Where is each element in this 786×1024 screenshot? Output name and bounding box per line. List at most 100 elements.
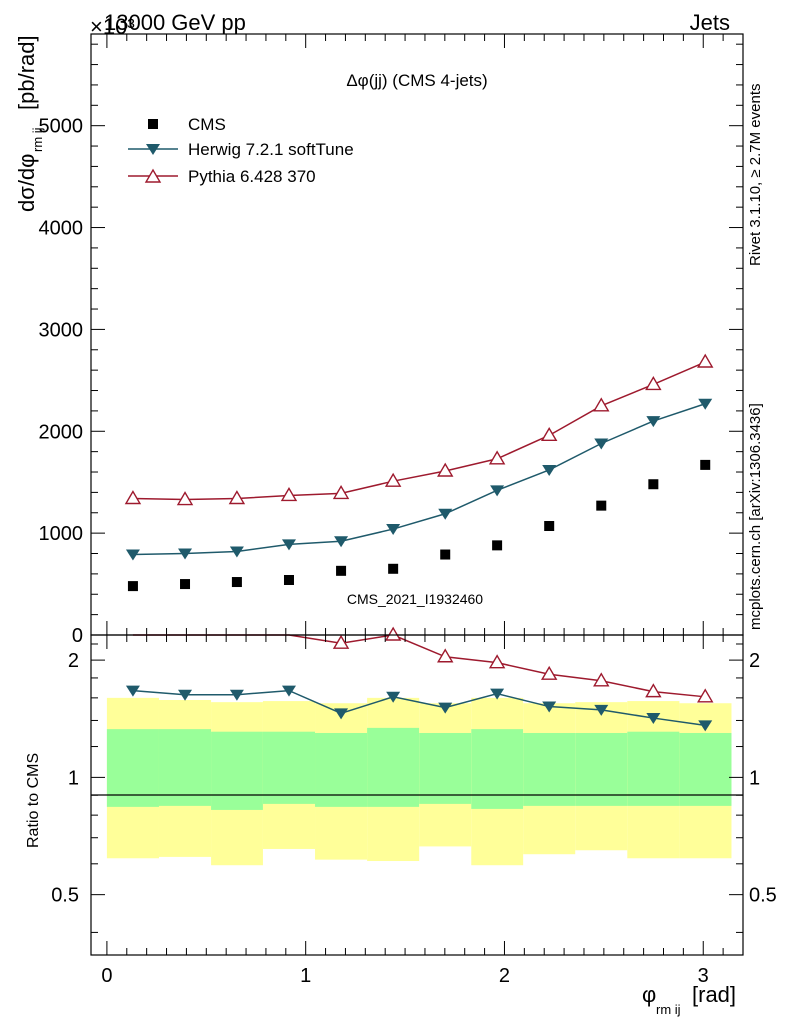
herwig-point: [229, 546, 244, 558]
cms-data-point: [492, 540, 503, 551]
herwig-point: [698, 398, 713, 410]
cms-data-point: [180, 579, 191, 590]
legend-marker-herwig: [146, 144, 160, 155]
y-axis-label-main: dσ/dφ: [14, 154, 39, 212]
pythia-ratio-point: [488, 654, 506, 669]
pythia-ratio-point: [593, 672, 610, 687]
pythia-ratio-point: [540, 665, 558, 680]
cms-data-point: [648, 479, 659, 490]
y-axis-label-unit: [pb/rad]: [14, 35, 39, 110]
x-tick-label: 0: [101, 965, 112, 987]
legend-marker-pythia: [144, 168, 162, 183]
cms-data-point: [388, 563, 399, 574]
uncertainty-band-inner: [679, 732, 732, 806]
pythia-point: [228, 490, 246, 505]
cms-data-point: [440, 549, 451, 560]
herwig-point: [386, 524, 401, 536]
pythia-point: [280, 487, 298, 502]
uncertainty-band-inner: [158, 729, 212, 806]
herwig-point: [438, 508, 453, 520]
pythia-ratio-point: [332, 634, 350, 649]
uncertainty-band-inner: [575, 732, 628, 806]
legend-title: Δφ(jj) (CMS 4-jets): [346, 71, 487, 90]
process-label: Jets: [690, 10, 730, 35]
x-tick-label: 1: [300, 965, 311, 987]
ratio-data: [125, 626, 714, 732]
x-tick-label: 3: [698, 965, 709, 987]
y-tick-label: 4000: [39, 218, 84, 240]
pythia-point: [697, 353, 714, 368]
pythia-ratio-line: [132, 634, 706, 698]
ratio-y-tick-label: 2: [68, 650, 79, 672]
main-data: [124, 353, 714, 592]
x-tick-labels: 0 1 2 3: [101, 965, 708, 987]
herwig-ratio-point: [281, 685, 296, 697]
herwig-point: [542, 464, 557, 476]
y-tick-label: 0: [72, 625, 83, 647]
y-tick-label: 1000: [39, 523, 84, 545]
pythia-point: [488, 450, 506, 465]
cms-data-point: [127, 581, 138, 592]
cms-data-point: [283, 574, 294, 585]
ratio-ticks: 0.5 0.5 1 1 2 2: [51, 635, 777, 955]
uncertainty-band-inner: [523, 732, 576, 806]
x-tick-label: 2: [499, 965, 510, 987]
y-tick-label: 2000: [39, 421, 84, 443]
herwig-ratio-point: [386, 691, 401, 703]
ratio-y-tick-label-right: 1: [749, 767, 760, 789]
ratio-y-tick-label-right: 0.5: [749, 885, 777, 907]
ratio-y-tick-label: 0.5: [51, 885, 79, 907]
herwig-ratio-point: [490, 688, 505, 700]
herwig-point: [594, 438, 609, 450]
herwig-point: [334, 536, 349, 548]
cms-data-point: [596, 500, 607, 511]
pythia-point: [645, 376, 662, 391]
uncertainty-band-inner: [419, 732, 472, 804]
herwig-ratio-point: [178, 689, 193, 701]
y-axis-label: dσ/dφ rm ij [pb/rad]: [14, 35, 45, 212]
uncertainty-band-inner: [262, 731, 316, 804]
herwig-point: [178, 548, 193, 560]
cms-data-point: [544, 521, 555, 532]
herwig-point: [125, 549, 140, 561]
pythia-point: [540, 426, 558, 442]
x-axis-label: φ rm ij [rad]: [642, 982, 736, 1017]
main-ticks: 0 1000 2000 3000 4000 5000: [39, 34, 743, 647]
herwig-point: [281, 539, 296, 551]
uncertainty-band-inner: [471, 729, 524, 809]
uncertainty-band-inner: [627, 731, 680, 806]
cms-data-point: [700, 459, 711, 470]
herwig-ratio-point: [594, 704, 609, 716]
ratio-y-tick-label: 1: [68, 767, 79, 789]
y-tick-label: 3000: [39, 319, 84, 341]
legend-label-pythia: Pythia 6.428 370: [188, 167, 316, 186]
herwig-point: [490, 485, 505, 497]
herwig-ratio-line: [132, 689, 706, 727]
herwig-point: [646, 416, 661, 428]
pythia-ratio-point: [697, 688, 714, 703]
y-tick-label: 5000: [39, 116, 84, 138]
ratio-bands: [106, 697, 732, 866]
pythia-line: [132, 361, 706, 501]
uncertainty-band-inner: [106, 729, 159, 807]
pythia-point: [437, 462, 454, 477]
legend-label-cms: CMS: [188, 115, 226, 134]
legend-label-herwig: Herwig 7.2.1 softTune: [188, 140, 354, 159]
legend-marker-cms: [148, 119, 158, 129]
uncertainty-band-inner: [315, 732, 368, 807]
ratio-panel: 0.5 0.5 1 1 2 2 Ratio to CMS: [25, 626, 777, 956]
x-axis-label-phi: φ: [642, 982, 656, 1007]
rivet-label: Rivet 3.1.10, ≥ 2.7M events: [747, 84, 764, 267]
pythia-point: [332, 485, 350, 500]
pythia-point: [124, 490, 142, 505]
legend: CMS Herwig 7.2.1 softTune Pythia 6.428 3…: [128, 115, 354, 186]
herwig-ratio-point: [542, 701, 557, 713]
ratio-y-label: Ratio to CMS: [25, 753, 42, 848]
uncertainty-band-inner: [211, 731, 263, 810]
ratio-y-tick-label-right: 2: [749, 650, 760, 672]
energy-label: 13000 GeV pp: [104, 10, 246, 35]
herwig-line: [132, 403, 706, 556]
y-axis-label-sub: rm ij: [30, 127, 45, 152]
